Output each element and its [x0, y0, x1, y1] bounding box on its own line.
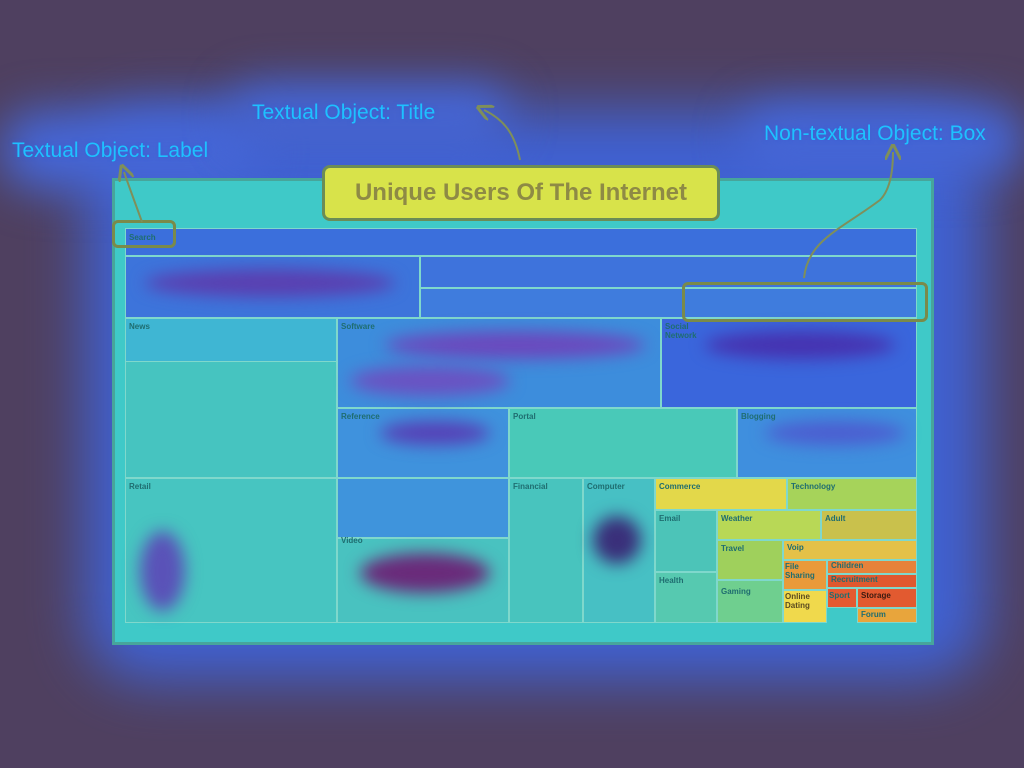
treemap-screenshot: Search News Software Social Network Refe…: [112, 178, 934, 645]
tile-commerce: [655, 478, 787, 510]
header-right-bottom: [420, 288, 917, 318]
tile-storage: [857, 588, 917, 608]
tile-reference-lower: [337, 478, 509, 538]
label-blogging: Blogging: [741, 412, 776, 421]
search-label: Search: [129, 233, 156, 242]
tile-online-dating: [783, 590, 827, 623]
label-gaming: Gaming: [721, 587, 751, 596]
heat-blob-software-2: [350, 366, 510, 396]
label-recruitment: Recruitment: [831, 575, 878, 584]
title-annotation: Textual Object: Title: [252, 101, 436, 124]
label-software: Software: [341, 322, 375, 331]
title-arrow: [484, 110, 521, 161]
label-technology: Technology: [791, 482, 836, 491]
tile-portal: [509, 408, 737, 478]
label-social-network: Social Network: [665, 322, 697, 340]
tile-travel: [717, 540, 783, 580]
tile-recruitment: [827, 574, 917, 588]
box-annotation-glow: [740, 105, 1024, 175]
heat-blob-social: [705, 331, 895, 359]
label-video: Video: [341, 536, 363, 545]
heat-blob-software: [385, 331, 645, 359]
label-email: Email: [659, 514, 681, 523]
label-travel: Travel: [721, 544, 745, 553]
heat-blob-blogging: [765, 421, 905, 445]
label-children: Children: [831, 561, 864, 570]
tile-sport: [827, 588, 857, 608]
non-textual-object-box: [682, 282, 928, 322]
label-retail: Retail: [129, 482, 151, 491]
label-reference: Reference: [341, 412, 380, 421]
figure-title: Unique Users Of The Internet: [322, 165, 720, 221]
tile-forum: [857, 608, 917, 623]
label-commerce: Commerce: [659, 482, 701, 491]
heat-blob-video: [360, 553, 490, 593]
title-annotation-glow: [230, 85, 510, 145]
tile-health: [655, 572, 717, 623]
tile-news-sub: [125, 361, 337, 478]
search-label-box: [112, 220, 176, 248]
box-arrow: [803, 152, 893, 279]
tile-email: [655, 510, 717, 572]
label-annotation: Textual Object: Label: [12, 139, 209, 162]
heat-blob-header: [145, 269, 395, 297]
label-sport: Sport: [829, 591, 850, 600]
tile-gaming: [717, 580, 783, 623]
label-computer: Computer: [587, 482, 625, 491]
tile-weather: [717, 510, 821, 540]
label-online-dating: Online Dating: [785, 592, 810, 610]
label-voip: Voip: [787, 543, 804, 552]
tile-technology: [787, 478, 917, 510]
tile-adult: [821, 510, 917, 540]
label-financial: Financial: [513, 482, 548, 491]
heat-blob-reference: [380, 421, 490, 445]
heat-blob-computer: [593, 516, 641, 564]
box-annotation: Non-textual Object: Box: [764, 122, 986, 145]
label-storage: Storage: [861, 591, 891, 600]
label-adult: Adult: [825, 514, 846, 523]
tile-voip: [783, 540, 917, 560]
label-portal: Portal: [513, 412, 536, 421]
label-weather: Weather: [721, 514, 753, 523]
label-file-sharing: File Sharing: [785, 562, 815, 580]
label-news: News: [129, 322, 150, 331]
label-arrow: [124, 172, 143, 223]
label-forum: Forum: [861, 610, 886, 619]
tile-financial: [509, 478, 583, 623]
search-bar-area: [125, 228, 917, 256]
heat-blob-retail: [140, 531, 185, 611]
label-health: Health: [659, 576, 684, 585]
tile-children: [827, 560, 917, 574]
tile-file-sharing: [783, 560, 827, 590]
